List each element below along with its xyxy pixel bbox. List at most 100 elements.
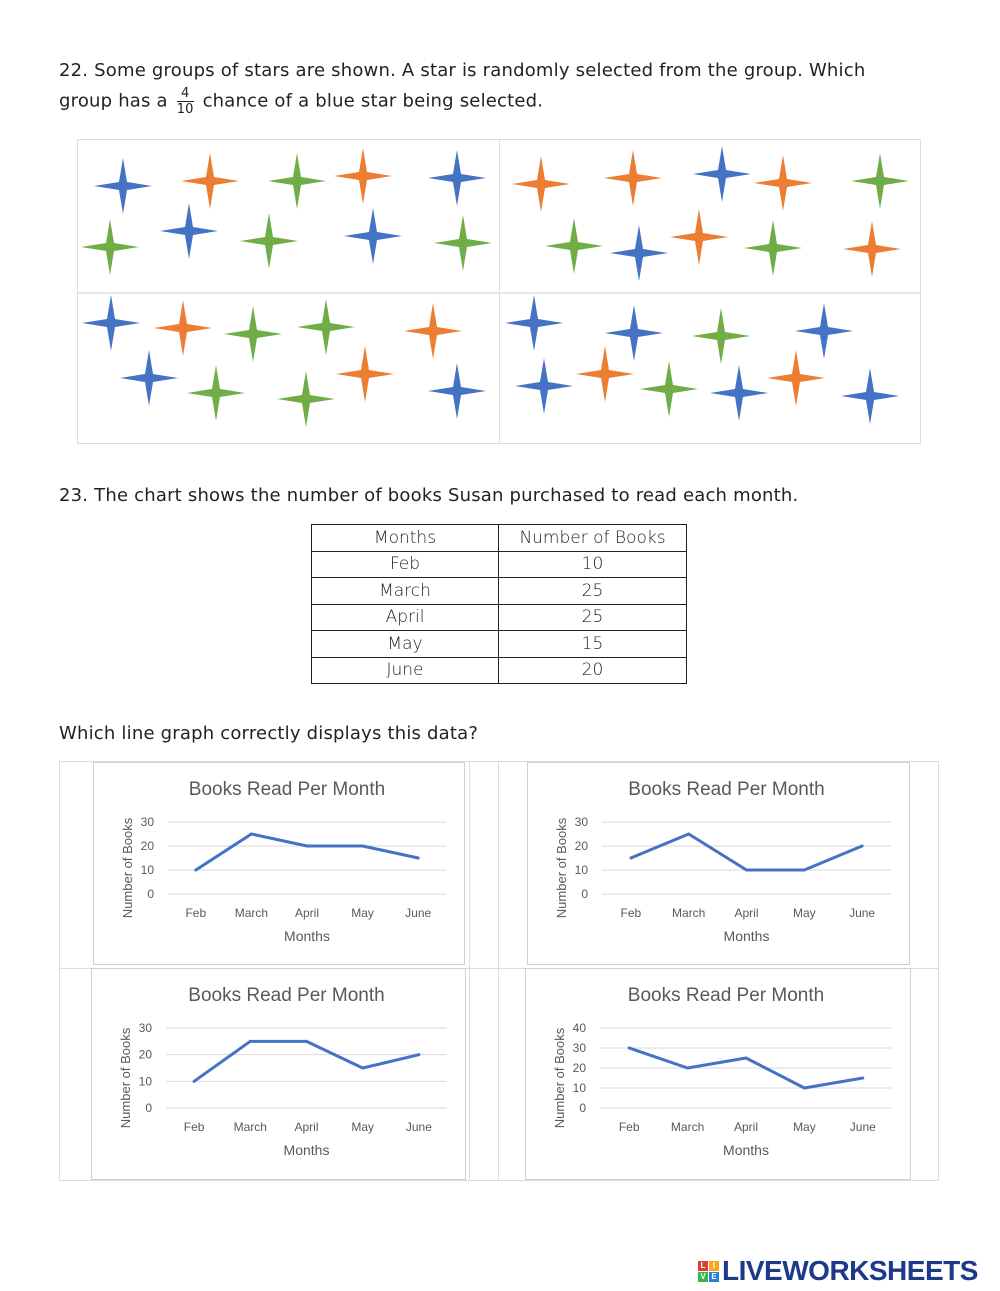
y-tick-label: 30 <box>139 1021 153 1035</box>
divider <box>498 762 499 1180</box>
logo-text: LIVEWORKSHEETS <box>722 1255 978 1286</box>
x-tick-label: May <box>351 906 374 920</box>
blue-star-icon <box>605 305 663 361</box>
table-row: April 25 <box>311 603 687 631</box>
liveworksheets-logo: L I V E LIVEWORKSHEETS <box>698 1255 978 1287</box>
table-row: June 20 <box>311 656 687 684</box>
data-point <box>416 856 420 860</box>
logo-mark: L I V E <box>698 1260 719 1282</box>
y-tick-label: 10 <box>139 1074 153 1088</box>
data-point <box>305 1039 308 1043</box>
line-graph-option-2[interactable]: Books Read Per Month 0 10 20 30 Feb March April… <box>527 762 910 965</box>
orange-star-icon <box>334 148 392 204</box>
question-23-prompt: Which line graph correctly displays this… <box>59 723 479 744</box>
blue-star-icon <box>428 363 486 419</box>
data-point <box>861 1076 865 1080</box>
blue-star-icon <box>841 368 899 424</box>
line-graph-option-1[interactable]: Books Read Per Month 0 10 20 30 Feb March April… <box>93 762 465 965</box>
data-point <box>361 1066 365 1070</box>
count-cell: 10 <box>498 550 687 578</box>
x-tick-label: March <box>234 1120 267 1134</box>
data-point <box>192 1079 196 1083</box>
star-groups-grid <box>77 139 921 444</box>
y-tick-label: 30 <box>575 815 589 829</box>
data-point <box>687 832 691 836</box>
orange-star-icon <box>670 209 728 265</box>
y-tick-label: 0 <box>579 1101 586 1115</box>
x-tick-label: May <box>351 1120 374 1134</box>
x-tick-label: March <box>235 906 268 920</box>
y-tick-label: 40 <box>573 1021 587 1035</box>
blue-star-icon <box>120 350 178 406</box>
data-point <box>361 844 365 848</box>
x-tick-label: June <box>405 906 431 920</box>
month-cell: April <box>311 603 499 631</box>
chart-title: Books Read Per Month <box>189 779 385 800</box>
data-point <box>305 844 309 848</box>
blue-star-icon <box>82 295 140 351</box>
blue-star-icon <box>344 208 402 264</box>
chart-title: Books Read Per Month <box>188 985 384 1006</box>
orange-star-icon <box>843 221 901 277</box>
x-axis-label: Months <box>724 928 770 944</box>
y-tick-label: 20 <box>141 839 155 853</box>
green-star-icon <box>224 306 282 362</box>
orange-star-icon <box>604 150 662 206</box>
green-star-icon <box>187 365 245 421</box>
y-axis-label: Number of Books <box>554 817 569 918</box>
x-axis-label: Months <box>284 928 330 944</box>
x-tick-label: June <box>849 906 875 920</box>
logo-letter: E <box>709 1271 719 1282</box>
data-point <box>629 856 633 860</box>
y-axis-label: Number of Books <box>118 1027 133 1128</box>
data-point <box>686 1066 690 1070</box>
orange-star-icon <box>576 346 634 402</box>
data-line <box>193 1039 420 1083</box>
question-22-text-end: chance of a blue star being selected. <box>202 90 544 112</box>
question-22-line2: group has a 4 10 chance of a blue star be… <box>59 86 543 117</box>
line-graph-option-4[interactable]: Books Read Per Month 0 10 20 30 40 Feb March Apr… <box>525 968 911 1180</box>
table-row: Feb 10 <box>311 550 687 578</box>
y-tick-label: 20 <box>139 1048 153 1062</box>
green-star-icon <box>692 308 750 364</box>
data-point <box>802 868 806 872</box>
data-line <box>194 832 419 872</box>
green-star-icon <box>744 220 802 276</box>
data-point <box>744 1056 748 1060</box>
green-star-icon <box>240 213 298 269</box>
green-star-icon <box>851 153 909 209</box>
month-cell: June <box>311 656 499 684</box>
data-point <box>249 832 253 836</box>
green-star-icon <box>277 371 335 427</box>
x-tick-label: May <box>793 1120 816 1134</box>
y-tick-label: 20 <box>573 1061 587 1075</box>
y-tick-label: 10 <box>573 1081 587 1095</box>
logo-letter: V <box>698 1271 708 1282</box>
books-table: Months Number of Books Feb 10 March 25 Apr… <box>311 524 687 684</box>
x-tick-label: Feb <box>619 1120 640 1134</box>
y-tick-label: 0 <box>145 1101 152 1115</box>
table-row: May 15 <box>311 630 687 658</box>
y-tick-label: 30 <box>573 1041 587 1055</box>
logo-letter: L <box>698 1260 708 1271</box>
data-point <box>194 868 198 872</box>
orange-star-icon <box>404 303 462 359</box>
green-star-icon <box>640 361 698 417</box>
orange-star-icon <box>181 153 239 209</box>
y-axis-label: Number of Books <box>552 1027 567 1128</box>
fraction: 4 10 <box>176 86 194 117</box>
orange-star-icon <box>754 155 812 211</box>
line-graph-option-3[interactable]: Books Read Per Month 0 10 20 30 Feb March April… <box>91 968 466 1180</box>
month-cell: May <box>311 630 499 658</box>
chart-svg: Books Read Per Month 0 10 20 30 40 Feb March Apr… <box>552 985 892 1158</box>
blue-star-icon <box>515 358 573 414</box>
chart-title: Books Read Per Month <box>628 779 824 800</box>
line-graph-options <box>59 761 939 1181</box>
month-cell: Feb <box>311 550 499 578</box>
y-tick-label: 10 <box>141 863 155 877</box>
x-tick-label: June <box>850 1120 876 1134</box>
chart-svg: Books Read Per Month 0 10 20 30 Feb March April… <box>120 779 446 944</box>
data-point <box>802 1086 806 1090</box>
blue-star-icon <box>428 150 486 206</box>
x-tick-label: Feb <box>185 906 206 920</box>
